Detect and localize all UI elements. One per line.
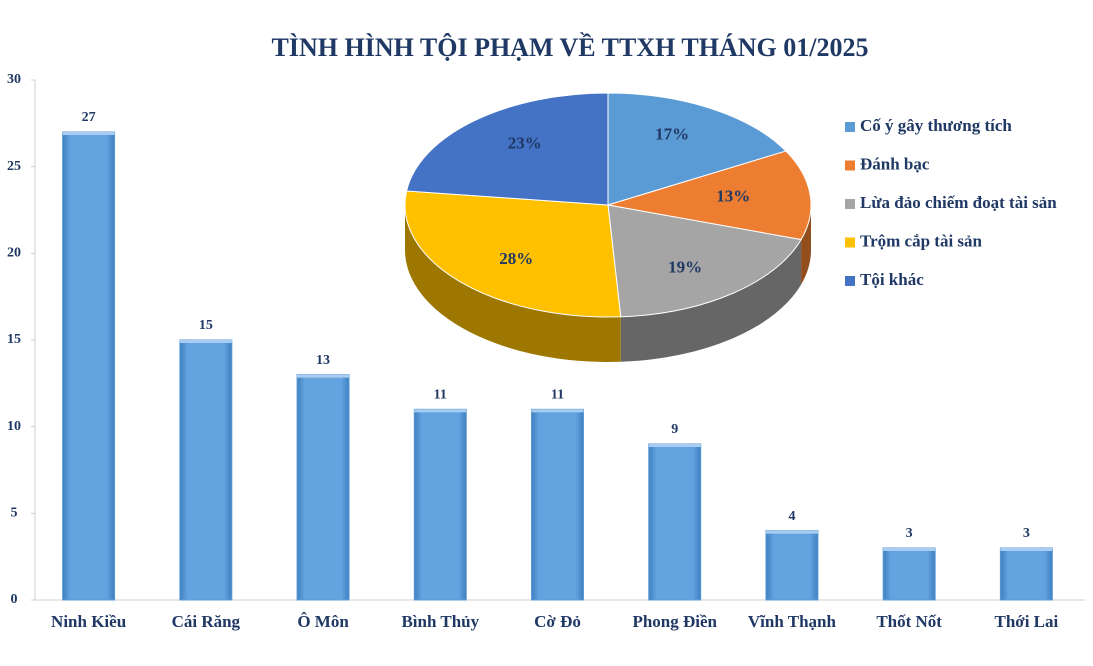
y-tick-label: 30 [7,72,21,87]
pie-slice [607,150,812,241]
bar [62,131,116,601]
x-tick-label: Cái Răng [172,612,241,631]
pie-side [405,205,621,362]
data-label: 15 [199,318,213,333]
chart-title: TÌNH HÌNH TỘI PHẠM VỀ TTXH THÁNG 01/2025 [272,33,869,62]
legend-label: Cố ý gây thương tích [860,116,1012,135]
x-tick-label: Thốt Nốt [876,612,942,631]
legend-swatch [845,276,855,286]
pie-slice [405,92,609,206]
bar [179,339,233,601]
pie-side [620,239,802,362]
y-tick-label: 25 [7,159,21,174]
y-tick-label: 10 [7,419,21,434]
bar [413,408,467,601]
pie-slice [607,204,802,318]
legend-swatch [845,237,855,248]
pie-side [801,205,811,285]
bar [531,408,584,601]
bar [296,374,350,601]
bar [765,530,819,601]
legend-swatch [845,160,855,171]
data-label: 17% [655,124,689,143]
bar-top [648,444,701,447]
bar-top [179,340,232,343]
y-tick-label: 15 [7,332,21,347]
x-tick-label: Bình Thủy [401,612,479,631]
x-tick-label: Cờ Đỏ [534,612,581,631]
pie-slice [404,190,622,318]
data-label: 4 [788,509,795,524]
x-tick-label: Ninh Kiều [51,612,126,631]
data-label: 13 [316,353,330,368]
y-tick-label: 0 [11,592,18,607]
bar [882,547,936,601]
bar-top [1000,548,1053,551]
bar-top [414,409,467,413]
bar-top [883,548,936,551]
x-tick-label: Thới Lai [995,612,1059,631]
bar-top [62,132,115,135]
data-label: 11 [434,388,447,403]
legend-swatch [845,122,855,132]
data-label: 23% [508,133,542,152]
data-label: 3 [1023,526,1030,541]
legend-label: Trộm cắp tài sản [860,231,983,250]
data-label: 11 [551,388,564,403]
data-label: 28% [499,249,533,268]
data-label: 3 [906,526,913,541]
legend-label: Tội khác [860,270,924,289]
y-tick-label: 20 [7,246,21,261]
bar-top [531,409,584,413]
x-tick-label: Ô Môn [297,612,349,631]
x-tick-label: Vĩnh Thạnh [748,612,837,631]
bar-top [297,374,350,378]
data-label: 9 [671,422,678,437]
pie-slice [607,92,787,206]
x-tick-label: Phong Điền [632,612,717,631]
bar-top [765,530,818,534]
legend-label: Đánh bạc [860,154,930,173]
data-label: 13% [716,186,750,205]
y-tick-label: 5 [11,506,18,521]
legend-swatch [845,199,855,209]
legend-label: Lừa đảo chiếm đoạt tài sản [860,193,1057,212]
data-label: 19% [668,258,702,277]
data-label: 27 [82,110,96,125]
bar [999,547,1053,601]
bar [648,443,702,601]
